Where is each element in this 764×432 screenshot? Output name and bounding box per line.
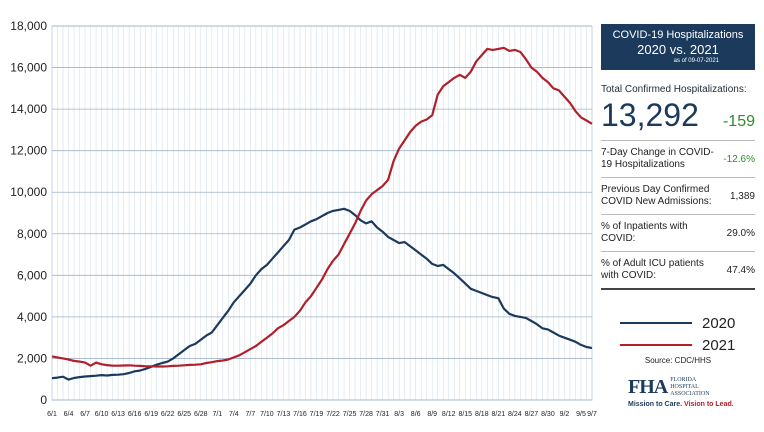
y-tick-label: 4,000 (17, 310, 47, 324)
x-tick-label: 9/2 (560, 411, 570, 418)
x-tick-label: 9/7 (587, 411, 597, 418)
chart-legend: 2020 2021 (620, 312, 760, 356)
logo-mark: FHA FLORIDA HOSPITAL ASSOCIATION (628, 376, 756, 399)
stat-value: 47.4% (726, 264, 755, 276)
series-line-2020 (51, 207, 593, 381)
x-tick-label: 6/28 (194, 411, 208, 418)
total-value: 13,292 (601, 97, 699, 133)
stat-value: 1,389 (729, 190, 755, 202)
y-tick-label: 10,000 (10, 185, 47, 199)
tagline-mission: Mission to Care. (628, 401, 683, 408)
legend-item-2021: 2021 (620, 334, 760, 356)
source-note: Source: CDC/HHS (644, 356, 712, 365)
chart-grid (51, 25, 593, 401)
stat-label: Previous Day Confirmed COVID New Admissi… (601, 184, 712, 207)
x-axis-ticks: 6/1 6/4 6/7 6/10 6/13 6/16 6/19 6/22 6/25 6/28 7/1… (47, 411, 597, 418)
legend-swatch-2021 (620, 344, 692, 346)
stat-value: 29.0% (726, 227, 755, 239)
total-row: 13,292 -159 (601, 97, 755, 141)
y-tick-label: 0 (40, 393, 47, 407)
x-tick-label: 7/1 (212, 411, 222, 418)
fha-logo: FHA FLORIDA HOSPITAL ASSOCIATION Mission… (628, 376, 756, 408)
x-tick-label: 7/13 (277, 411, 291, 418)
hospitalization-line-chart: 0 2,000 4,000 6,000 8,000 10,000 12,000 14,000 1… (10, 19, 597, 418)
legend-item-2020: 2020 (620, 312, 760, 334)
x-tick-label: 8/27 (525, 411, 539, 418)
x-tick-label: 8/15 (458, 411, 472, 418)
x-tick-label: 8/24 (508, 411, 522, 418)
stat-row-7day-change: 7-Day Change in COVID-19 Hospitalization… (601, 141, 755, 178)
logo-name-line: FLORIDA (670, 377, 697, 383)
x-tick-label: 6/16 (128, 411, 142, 418)
stat-row-new-admissions: Previous Day Confirmed COVID New Admissi… (601, 178, 755, 215)
y-tick-label: 12,000 (10, 144, 47, 158)
series-lines (51, 46, 593, 381)
x-tick-label: 6/4 (64, 411, 74, 418)
x-tick-label: 7/22 (326, 411, 340, 418)
legend-label-2020: 2020 (702, 314, 736, 332)
total-label: Total Confirmed Hospitalizations: (601, 84, 747, 95)
x-tick-label: 7/19 (310, 411, 324, 418)
x-tick-label: 6/22 (161, 411, 175, 418)
x-tick-label: 7/28 (359, 411, 373, 418)
x-tick-label: 7/4 (229, 411, 239, 418)
y-tick-label: 16,000 (10, 61, 47, 75)
x-tick-label: 6/19 (144, 411, 158, 418)
x-tick-label: 8/21 (492, 411, 506, 418)
series-line-2021 (51, 46, 593, 368)
y-tick-label: 18,000 (10, 19, 47, 33)
y-tick-label: 8,000 (17, 227, 47, 241)
x-tick-label: 8/30 (541, 411, 555, 418)
x-tick-label: 8/3 (394, 411, 404, 418)
panel-subtitle: 2020 vs. 2021 (637, 42, 719, 57)
tagline-vision: Vision to Lead. (684, 401, 734, 408)
stat-label: % of Adult ICU patients with COVID: (601, 258, 704, 281)
x-tick-label: 6/10 (95, 411, 109, 418)
as-of-date: as of 09-07-2021 (673, 58, 719, 64)
info-panel: COVID-19 Hospitalizations 2020 vs. 2021 … (601, 24, 755, 290)
logo-org-name: FLORIDA HOSPITAL ASSOCIATION (670, 377, 709, 398)
x-tick-label: 7/16 (293, 411, 307, 418)
y-tick-label: 14,000 (10, 102, 47, 116)
y-tick-label: 6,000 (17, 268, 47, 282)
logo-tagline: Mission to Care. Vision to Lead. (628, 401, 756, 408)
x-tick-label: 6/13 (111, 411, 125, 418)
stat-label: 7-Day Change in COVID-19 Hospitalization… (601, 147, 714, 170)
x-tick-label: 7/7 (246, 411, 256, 418)
x-tick-label: 6/7 (80, 411, 90, 418)
legend-label-2021: 2021 (702, 336, 736, 354)
logo-name-line: HOSPITAL (670, 384, 699, 390)
stat-label: % of Inpatients with COVID: (601, 221, 688, 244)
y-tick-label: 2,000 (17, 351, 47, 365)
logo-initials: FHA (628, 376, 668, 398)
x-tick-label: 8/12 (442, 411, 456, 418)
x-tick-label: 8/6 (411, 411, 421, 418)
x-tick-label: 7/25 (343, 411, 357, 418)
stat-value: -12.6% (723, 153, 755, 165)
logo-name-line: ASSOCIATION (670, 391, 710, 397)
x-tick-label: 6/25 (177, 411, 191, 418)
panel-title-box: COVID-19 Hospitalizations 2020 vs. 2021 … (601, 24, 755, 70)
x-tick-label: 7/10 (260, 411, 274, 418)
x-tick-label: 8/9 (427, 411, 437, 418)
total-delta: -159 (722, 113, 755, 130)
legend-swatch-2020 (620, 322, 692, 324)
x-tick-label: 8/18 (475, 411, 489, 418)
x-tick-label: 7/31 (376, 411, 390, 418)
x-tick-label: 9/5 (576, 411, 586, 418)
x-tick-label: 6/1 (47, 411, 57, 418)
stat-row-inpatients: % of Inpatients with COVID: 29.0% (601, 215, 755, 252)
panel-title: COVID-19 Hospitalizations (612, 29, 744, 41)
y-axis-ticks: 0 2,000 4,000 6,000 8,000 10,000 12,000 14,000 1… (10, 19, 47, 407)
stat-row-icu: % of Adult ICU patients with COVID: 47.4… (601, 252, 755, 290)
